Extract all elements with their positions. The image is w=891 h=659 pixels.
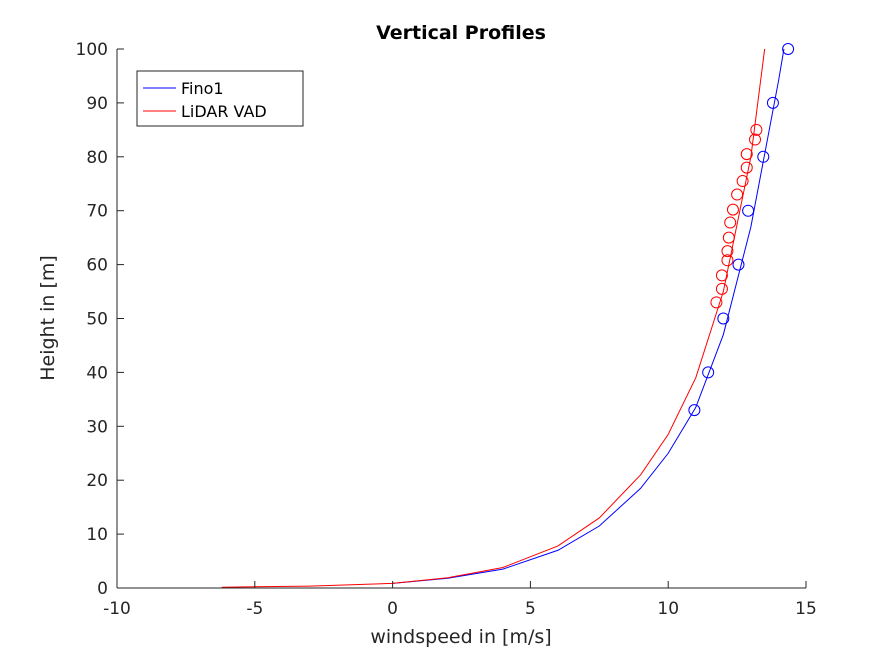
- y-tick-label: 100: [76, 40, 108, 60]
- y-axis-label: Height in [m]: [37, 255, 59, 381]
- y-tick-label: 20: [86, 471, 108, 491]
- data-point-lidar-vad: [749, 133, 762, 146]
- x-tick-label: 5: [525, 599, 536, 619]
- data-point-lidar-vad: [731, 188, 744, 201]
- x-tick-label: -5: [246, 599, 263, 619]
- data-point-fino1: [766, 96, 779, 109]
- y-tick-label: 50: [86, 310, 108, 330]
- y-tick-label: 10: [86, 525, 108, 545]
- data-point-lidar-vad: [722, 231, 735, 244]
- y-tick-label: 0: [97, 579, 108, 599]
- chart-title: Vertical Profiles: [376, 22, 546, 44]
- data-point-lidar-vad: [740, 161, 753, 174]
- data-point-lidar-vad: [721, 245, 734, 258]
- data-point-fino1: [757, 150, 770, 163]
- data-point-lidar-vad: [710, 296, 723, 309]
- plot-area: -10 -5 0 5 10 15 0 10 20 30 40 50 60 70 80 90 100: [76, 40, 817, 619]
- y-tick-label: 40: [86, 363, 108, 383]
- data-point-lidar-vad: [715, 269, 728, 282]
- x-axis-label: windspeed in [m/s]: [370, 626, 551, 648]
- x-tick-label: -10: [103, 599, 131, 619]
- data-point-fino1: [742, 204, 755, 217]
- data-point-lidar-vad: [721, 254, 734, 267]
- data-point-fino1: [782, 43, 795, 55]
- fit-line-fino1: [392, 48, 785, 584]
- legend-label-lidar-vad: LiDAR VAD: [181, 102, 267, 121]
- data-point-lidar-vad: [726, 203, 739, 216]
- data-point-lidar-vad: [715, 282, 728, 295]
- data-point-fino1: [717, 312, 730, 325]
- legend-box: [136, 70, 304, 127]
- y-tick-label: 90: [86, 94, 108, 114]
- legend: Fino1 LiDAR VAD: [136, 70, 304, 127]
- y-tick-label: 30: [86, 417, 108, 437]
- data-point-lidar-vad: [736, 175, 749, 188]
- data-point-fino1: [702, 366, 715, 379]
- y-tick-label: 60: [86, 256, 108, 276]
- data-point-lidar-vad: [750, 123, 763, 136]
- plot-background: [117, 49, 806, 588]
- axes-layer: -10 -5 0 5 10 15 0 10 20 30 40 50 60 70 80 90 100: [76, 40, 817, 619]
- legend-label-fino1: Fino1: [181, 79, 224, 98]
- x-tick-label: 15: [795, 599, 817, 619]
- x-tick-label: 10: [657, 599, 679, 619]
- y-tick-label: 70: [86, 202, 108, 222]
- x-tick-label: 0: [387, 599, 398, 619]
- data-point-fino1: [732, 258, 745, 271]
- data-point-fino1: [688, 404, 701, 417]
- data-point-lidar-vad: [740, 148, 753, 161]
- y-tick-label: 80: [86, 148, 108, 168]
- data-point-lidar-vad: [724, 216, 737, 229]
